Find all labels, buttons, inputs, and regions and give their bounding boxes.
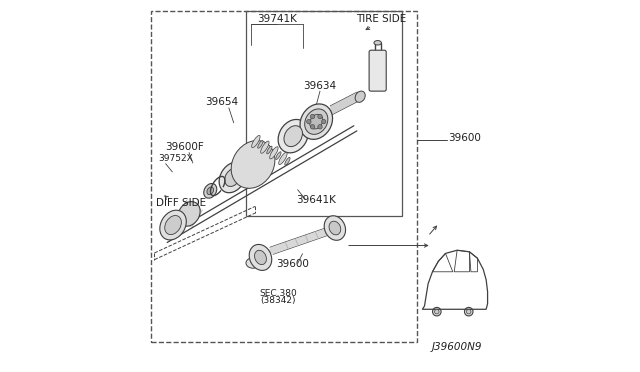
Ellipse shape <box>255 250 266 264</box>
Text: 39600: 39600 <box>449 132 481 142</box>
Ellipse shape <box>252 135 260 148</box>
Ellipse shape <box>237 147 269 182</box>
Circle shape <box>321 119 326 124</box>
Circle shape <box>467 310 471 314</box>
Ellipse shape <box>305 109 328 134</box>
Ellipse shape <box>278 119 308 153</box>
Circle shape <box>310 125 315 129</box>
Ellipse shape <box>164 215 181 235</box>
Text: 39634: 39634 <box>303 80 337 90</box>
Text: DIFF SIDE: DIFF SIDE <box>156 198 207 208</box>
Text: J39600N9: J39600N9 <box>431 342 482 352</box>
Ellipse shape <box>178 202 200 226</box>
Polygon shape <box>330 92 357 115</box>
Text: SEC.380: SEC.380 <box>259 289 297 298</box>
FancyBboxPatch shape <box>369 50 386 91</box>
Ellipse shape <box>300 104 333 140</box>
Ellipse shape <box>355 91 365 102</box>
Ellipse shape <box>267 146 272 154</box>
Ellipse shape <box>258 141 263 148</box>
Text: 39600: 39600 <box>276 259 308 269</box>
Ellipse shape <box>204 183 217 198</box>
Ellipse shape <box>207 187 214 195</box>
Ellipse shape <box>260 141 269 153</box>
Ellipse shape <box>160 210 186 240</box>
Text: TIRE SIDE: TIRE SIDE <box>356 14 406 24</box>
Text: 39741K: 39741K <box>257 13 297 23</box>
Circle shape <box>318 114 322 119</box>
Text: 39654: 39654 <box>205 97 238 107</box>
Text: (38342): (38342) <box>260 296 296 305</box>
Circle shape <box>310 114 315 119</box>
Ellipse shape <box>310 114 323 129</box>
Ellipse shape <box>242 153 264 176</box>
Ellipse shape <box>324 216 346 240</box>
Circle shape <box>433 307 441 316</box>
Circle shape <box>465 307 473 316</box>
Circle shape <box>307 119 311 124</box>
Circle shape <box>435 310 439 314</box>
Text: 39600F: 39600F <box>165 141 204 151</box>
Circle shape <box>318 125 322 129</box>
Ellipse shape <box>284 126 303 147</box>
Polygon shape <box>270 227 333 254</box>
Ellipse shape <box>276 152 281 160</box>
Ellipse shape <box>269 147 278 159</box>
Ellipse shape <box>285 157 290 165</box>
Text: 39752X: 39752X <box>158 154 193 163</box>
Ellipse shape <box>225 169 241 186</box>
Ellipse shape <box>329 221 340 235</box>
Ellipse shape <box>249 244 272 270</box>
Ellipse shape <box>246 258 260 268</box>
Text: 39641K: 39641K <box>296 195 336 205</box>
Ellipse shape <box>231 141 275 188</box>
Ellipse shape <box>219 162 246 193</box>
Ellipse shape <box>374 41 381 45</box>
Ellipse shape <box>278 152 287 164</box>
